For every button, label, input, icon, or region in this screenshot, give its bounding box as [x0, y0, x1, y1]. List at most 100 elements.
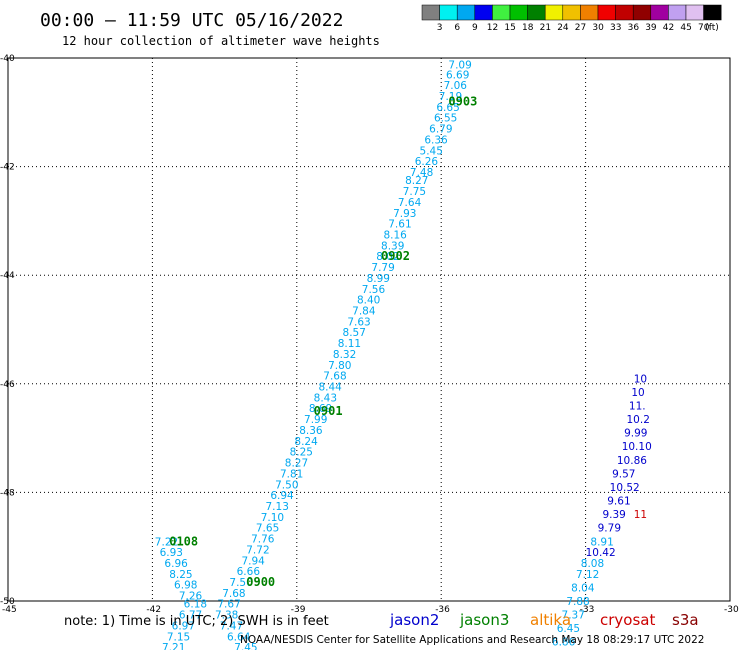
- wave-height-label: 8.43: [314, 392, 337, 404]
- colorbar-label: 45: [680, 23, 691, 33]
- wave-height-label: 8.02: [376, 251, 399, 263]
- wave-height-label: 7.10: [261, 512, 284, 524]
- colorbar-label: 36: [628, 23, 640, 33]
- wave-height-label: 7.67: [217, 599, 240, 611]
- axis-ticks: -45 -42 -39 -36 -33 -30 -40 -42 -44 -46 -48 -50: [0, 54, 739, 615]
- wave-height-label: 6.66: [237, 566, 261, 578]
- colorbar-label: 15: [504, 23, 515, 33]
- wave-height-label: 8.69: [309, 403, 332, 415]
- colorbar-label: 30: [592, 23, 604, 33]
- wave-height-label: 7.48: [410, 167, 433, 179]
- wave-height-label: 7.99: [304, 414, 327, 426]
- wave-height-label: 6.55: [434, 113, 457, 125]
- satellite-legend-altika: altika: [530, 611, 571, 629]
- colorbar-swatch: [668, 4, 687, 21]
- wave-height-label: 8.25: [169, 569, 192, 581]
- wave-height-label: 7.88: [566, 596, 589, 608]
- x-tick-label: -30: [724, 605, 739, 615]
- colorbar-swatch: [492, 4, 511, 21]
- wave-height-label: 8.04: [571, 582, 595, 594]
- wave-height-label: 8.99: [367, 273, 390, 285]
- wave-height-label: 7.64: [398, 197, 422, 209]
- colorbar-label: 12: [487, 23, 498, 33]
- wave-height-label: 10.52: [610, 482, 640, 494]
- wave-height-label: 7.75: [403, 186, 426, 198]
- satellite-legend-s3a: s3a: [672, 611, 699, 629]
- wave-height-label: 7.81: [280, 468, 303, 480]
- wave-height-label: 6.86: [552, 637, 576, 649]
- wave-height-label: 6.45: [557, 623, 580, 635]
- wave-height-label: 9.99: [624, 428, 647, 440]
- chart-subtitle: 12 hour collection of altimeter wave hei…: [62, 34, 380, 48]
- wave-height-label: 7.61: [388, 219, 411, 231]
- wave-height-label: 6.64: [227, 631, 251, 643]
- wave-height-label: 7.12: [576, 569, 599, 581]
- wave-height-label: 7.15: [167, 631, 190, 643]
- wave-height-label: 6.18: [184, 599, 207, 611]
- x-tick-label: -42: [146, 605, 161, 615]
- footer-note: note: 1) Time is in UTC; 2) SWH is in fe…: [64, 614, 329, 629]
- colorbar-label: 6: [454, 23, 460, 33]
- colorbar-swatch: [509, 4, 528, 21]
- y-tick-label: -46: [0, 380, 15, 390]
- y-tick-label: -42: [0, 163, 15, 173]
- colorbar-label: 21: [540, 23, 551, 33]
- chart-title: 00:00 – 11:59 UTC 05/16/2022: [40, 10, 343, 31]
- wave-height-label: 8.24: [294, 436, 318, 448]
- wave-height-label: 7.93: [393, 208, 416, 220]
- wave-height-label: 8.91: [590, 536, 613, 548]
- wave-height-label: 7.37: [562, 610, 585, 622]
- wave-height-label: 7.21: [162, 642, 185, 650]
- satellite-legend-cryosat: cryosat: [600, 611, 655, 629]
- time-label: 0900: [246, 575, 275, 589]
- colorbar-label: 42: [663, 23, 674, 33]
- wave-height-label: 7.65: [256, 523, 279, 535]
- time-label: 0901: [314, 404, 343, 418]
- wave-height-label: 8.08: [581, 558, 604, 570]
- wave-height-label: 6.77: [179, 610, 202, 622]
- colorbar-swatch: [439, 4, 458, 21]
- colorbar-unit: (ft): [705, 23, 719, 33]
- wave-height-label: 7.68: [323, 371, 346, 383]
- colorbar-swatch: [650, 4, 669, 21]
- wave-height-label: 7.09: [448, 60, 471, 72]
- wave-height-label: 6.97: [172, 620, 195, 632]
- wave-height-label: 8.16: [383, 229, 407, 241]
- y-tick-label: -40: [0, 54, 15, 64]
- wave-height-label: 8.57: [343, 327, 366, 339]
- wave-height-label: 8.39: [381, 240, 404, 252]
- colorbar-swatch: [580, 4, 599, 21]
- wave-height-label: 5.45: [420, 145, 443, 157]
- plot-frame: [7, 57, 731, 602]
- wave-height-label: 10: [631, 387, 644, 399]
- y-tick-label: -44: [0, 271, 15, 281]
- wave-height-label: 6.79: [429, 124, 452, 136]
- x-tick-label: -33: [580, 605, 595, 615]
- wave-height-label: 11.: [629, 401, 646, 413]
- wave-height-label: 6.36: [424, 134, 448, 146]
- wave-height-label: 6.93: [160, 547, 183, 559]
- wave-height-label: 7.26: [179, 591, 203, 603]
- wave-height-label: 10: [634, 373, 647, 385]
- wave-height-label: 9.79: [598, 523, 621, 535]
- wave-height-label: 7.06: [444, 80, 468, 92]
- wave-height-label: 7.76: [251, 534, 275, 546]
- wave-height-label: 7.19: [439, 91, 462, 103]
- wave-height-label: 7.84: [352, 305, 376, 317]
- wave-height-label: 8.44: [318, 382, 342, 394]
- satellite-legend-jason3: jason3: [459, 611, 509, 629]
- wave-height-label: 7.94: [241, 555, 265, 567]
- wave-height-label: 10.2: [627, 414, 650, 426]
- colorbar-label: 39: [645, 23, 657, 33]
- x-tick-label: -39: [291, 605, 306, 615]
- wave-height-label: 8.40: [357, 295, 380, 307]
- wave-height-label: 7.63: [347, 316, 370, 328]
- wave-height-label: 7.38: [215, 610, 238, 622]
- wave-height-label: 8.25: [290, 447, 313, 459]
- time-labels: 0903090209010108090008590109: [169, 94, 477, 589]
- colorbar-swatch: [615, 4, 634, 21]
- colorbar-swatch: [456, 4, 476, 21]
- colorbar-label: 27: [575, 23, 586, 33]
- wave-height-label: 6.98: [174, 580, 197, 592]
